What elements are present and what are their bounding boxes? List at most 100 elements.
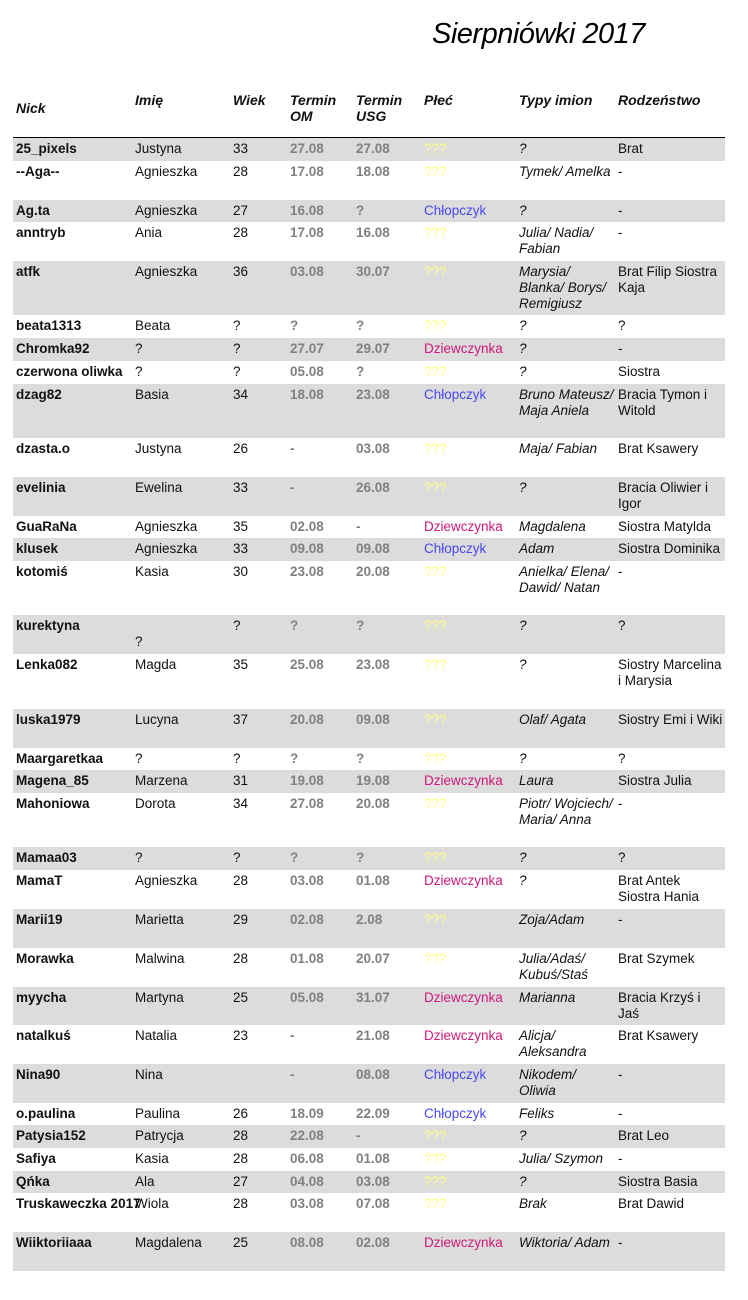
cell-imie: Justyna (135, 441, 182, 456)
header-wiek: Wiek (233, 92, 266, 108)
cell-termin-usg: 30.07 (356, 264, 390, 279)
cell-typy-imion: ? (519, 141, 527, 156)
cell-rodzenstwo: Siostra Julia (618, 773, 692, 788)
cell-nick: Lenka082 (16, 657, 78, 672)
table-row: natalkuś Natalia 23 - 21.08 Dziewczynka Alicja… (13, 1025, 725, 1064)
cell-termin-usg: - (356, 1128, 361, 1143)
cell-plec: ??? (424, 1174, 447, 1189)
cell-typy-imion: Adam (519, 541, 555, 556)
cell-imie: Justyna (135, 141, 182, 156)
header-nick: Nick (16, 100, 46, 116)
header-plec: Płeć (424, 92, 453, 108)
cell-termin-usg: 18.08 (356, 164, 390, 179)
cell-termin-om: 27.07 (290, 341, 324, 356)
cell-termin-usg: 20.07 (356, 951, 390, 966)
cell-typy-imion: Julia/Adaś/ Kubuś/Staś (519, 951, 589, 982)
cell-termin-om: 08.08 (290, 1235, 324, 1250)
cell-termin-usg: 16.08 (356, 225, 390, 240)
table-row: myycha Martyna 25 05.08 31.07 Dziewczynka Mari… (13, 987, 725, 1025)
cell-wiek: 33 (233, 141, 249, 156)
cell-imie: Magdalena (135, 1235, 202, 1250)
table-row: 25_pixels Justyna 33 27.08 27.08???? Brat (13, 138, 725, 161)
cell-imie: Wiola (135, 1196, 169, 1211)
cell-rodzenstwo: Bracia Tymon i Witold (618, 387, 708, 418)
cell-termin-usg: - (356, 519, 361, 534)
cell-rodzenstwo: ? (618, 850, 626, 865)
cell-plec: ??? (424, 225, 447, 240)
cell-termin-usg: 22.09 (356, 1106, 390, 1121)
cell-typy-imion: ? (519, 364, 527, 379)
cell-plec: Dziewczynka (424, 873, 503, 888)
cell-nick: natalkuś (16, 1028, 71, 1043)
cell-plec: ??? (424, 480, 447, 495)
cell-nick: kotomiś (16, 564, 68, 579)
cell-plec: ??? (424, 712, 447, 727)
cell-wiek: 35 (233, 519, 249, 534)
cell-plec: Dziewczynka (424, 1235, 503, 1250)
cell-nick: anntryb (16, 225, 66, 240)
cell-typy-imion: ? (519, 318, 527, 333)
cell-plec: ??? (424, 318, 447, 333)
cell-imie: Martyna (135, 990, 184, 1005)
cell-rodzenstwo: Brat Filip Siostra Kaja (618, 264, 718, 295)
cell-imie: Basia (135, 387, 169, 402)
cell-termin-usg: 03.08 (356, 441, 390, 456)
table-row: klusek Agnieszka 33 09.08 09.08 Chłopczyk Adam… (13, 538, 725, 561)
cell-imie: Natalia (135, 1028, 178, 1043)
cell-rodzenstwo: - (618, 164, 623, 179)
table-row: beata1313 Beata???????? (13, 315, 725, 338)
cell-rodzenstwo: Siostry Marcelina i Marysia (618, 657, 722, 688)
cell-typy-imion: Olaf/ Agata (519, 712, 587, 727)
cell-imie: Agnieszka (135, 203, 198, 218)
cell-termin-om: 03.08 (290, 264, 324, 279)
table-row: Patysia152 Patrycja 28 22.08 -???? Brat Leo (13, 1125, 725, 1148)
cell-termin-om: 05.08 (290, 990, 324, 1005)
cell-termin-om: 27.08 (290, 796, 324, 811)
cell-termin-usg: 08.08 (356, 1067, 390, 1082)
cell-termin-om: 03.08 (290, 873, 324, 888)
cell-rodzenstwo: - (618, 1106, 623, 1121)
cell-rodzenstwo: - (618, 1067, 623, 1082)
cell-termin-om: 01.08 (290, 951, 324, 966)
cell-nick: Chromka92 (16, 341, 90, 356)
cell-nick: klusek (16, 541, 59, 556)
cell-plec: ??? (424, 657, 447, 672)
table-body: 25_pixels Justyna 33 27.08 27.08???? Brat --Ag… (13, 138, 725, 1271)
cell-wiek: 28 (233, 1151, 249, 1166)
cell-typy-imion: ? (519, 480, 527, 495)
cell-imie: Kasia (135, 1151, 169, 1166)
cell-nick: Nina90 (16, 1067, 61, 1082)
cell-wiek: 37 (233, 712, 249, 727)
cell-termin-usg: 21.08 (356, 1028, 390, 1043)
cell-nick: dzasta.o (16, 441, 71, 456)
table-row: Nina90 Nina - 08.08 Chłopczyk Nikodem/ Oliwia… (13, 1064, 725, 1103)
header-rodzenstwo: Rodzeństwo (618, 92, 701, 108)
cell-termin-usg: ? (356, 318, 365, 333)
cell-imie: ? (135, 364, 143, 379)
cell-nick: GuaRaNa (16, 519, 77, 534)
cell-rodzenstwo: ? (618, 751, 626, 766)
cell-plec: ??? (424, 1196, 447, 1211)
cell-rodzenstwo: - (618, 225, 623, 240)
cell-imie: ? (135, 341, 143, 356)
cell-termin-om: 16.08 (290, 203, 324, 218)
cell-termin-usg: 19.08 (356, 773, 390, 788)
cell-wiek: 36 (233, 264, 249, 279)
cell-typy-imion: ? (519, 1128, 527, 1143)
cell-termin-usg: 29.07 (356, 341, 390, 356)
cell-termin-om: 02.08 (290, 912, 324, 927)
cell-termin-om: - (290, 480, 295, 495)
cell-termin-usg: 03.08 (356, 1174, 390, 1189)
cell-termin-om: 02.08 (290, 519, 324, 534)
cell-typy-imion: Bruno Mateusz/ Maja Aniela (519, 387, 614, 418)
table-row: Safiya Kasia 28 06.08 01.08??? Julia/ Szymon - (13, 1148, 725, 1171)
cell-nick: evelinia (16, 480, 66, 495)
cell-termin-usg: 2.08 (356, 912, 383, 927)
cell-imie: Beata (135, 318, 171, 333)
cell-termin-usg: 26.08 (356, 480, 390, 495)
cell-imie: Marietta (135, 912, 184, 927)
cell-nick: MamaT (16, 873, 63, 888)
cell-typy-imion: Marianna (519, 990, 576, 1005)
cell-termin-om: ? (290, 318, 299, 333)
cell-rodzenstwo: - (618, 564, 623, 579)
